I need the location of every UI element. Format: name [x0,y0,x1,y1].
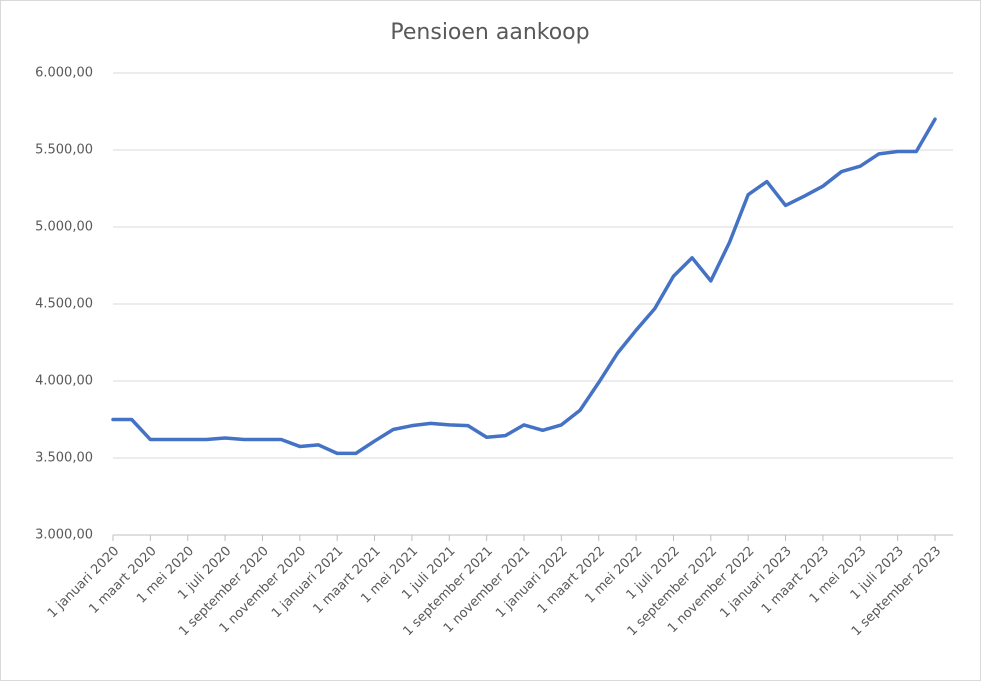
y-tick-label: 5.000,00 [35,220,93,235]
y-tick-label: 3.000,00 [35,528,93,543]
y-tick-label: 5.500,00 [35,143,93,158]
line-series [111,117,937,456]
y-tick-label: 4.000,00 [35,374,93,389]
y-tick-label: 4.500,00 [35,297,93,312]
y-tick-label: 6.000,00 [35,66,93,81]
y-tick-label: 3.500,00 [35,451,93,466]
chart-title: Pensioen aankoop [390,20,589,45]
